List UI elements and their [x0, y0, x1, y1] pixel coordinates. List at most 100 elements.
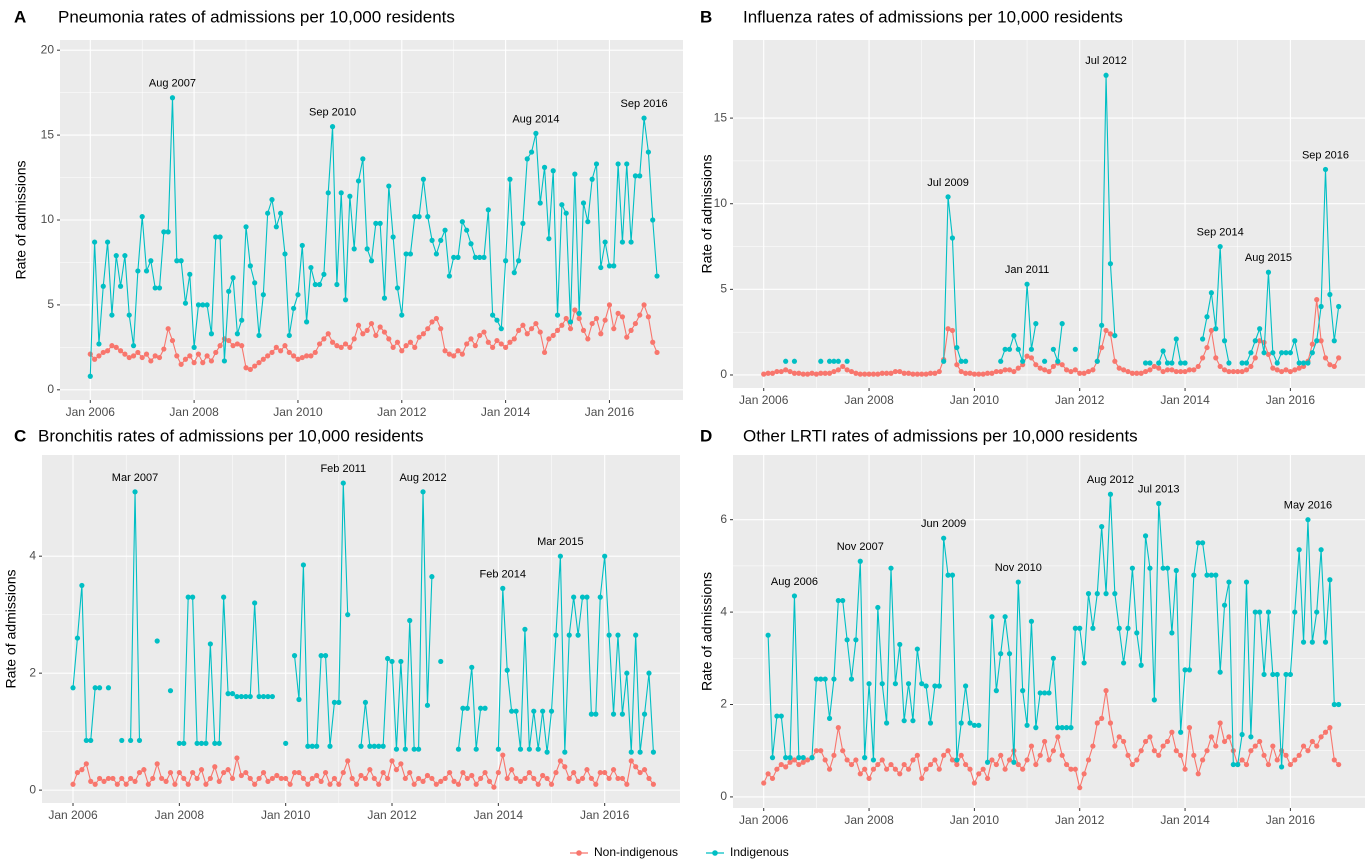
data-point — [526, 769, 532, 776]
x-tick-label: Jan 2006 — [66, 405, 116, 419]
data-point — [554, 327, 561, 333]
data-point — [256, 332, 262, 339]
data-point — [884, 720, 890, 726]
data-point — [835, 367, 841, 373]
data-point — [1116, 365, 1122, 371]
data-point — [941, 535, 947, 541]
data-point — [225, 767, 231, 773]
data-point — [221, 358, 228, 364]
data-point — [1173, 748, 1179, 754]
data-point — [1186, 367, 1193, 373]
panel-tag: C — [14, 426, 26, 445]
data-point — [954, 344, 960, 351]
data-point — [296, 769, 302, 776]
data-point — [800, 371, 806, 377]
data-point — [380, 743, 386, 749]
data-point — [353, 781, 360, 787]
data-point — [1270, 743, 1276, 749]
data-point — [1300, 639, 1307, 645]
data-point — [1028, 355, 1035, 361]
data-point — [92, 239, 98, 245]
data-point — [386, 183, 392, 189]
data-point — [117, 283, 124, 289]
data-point — [203, 781, 209, 787]
data-point — [524, 156, 530, 162]
data-point — [1200, 355, 1206, 361]
data-point — [998, 358, 1004, 364]
data-point — [1195, 363, 1201, 370]
legend-label: Non-indigenous — [594, 845, 678, 859]
annotation: Jan 2011 — [1005, 264, 1049, 276]
data-point — [126, 354, 132, 361]
data-point — [342, 341, 349, 347]
data-point — [455, 781, 462, 787]
data-point — [566, 775, 572, 782]
data-point — [520, 220, 526, 226]
data-point — [1336, 701, 1342, 708]
data-point — [624, 334, 630, 340]
data-point — [544, 749, 550, 755]
data-point — [1028, 743, 1035, 749]
data-point — [778, 761, 784, 768]
data-point — [181, 740, 187, 746]
data-point — [1112, 591, 1118, 597]
data-point — [517, 746, 524, 752]
data-point — [597, 769, 603, 776]
annotation: Jul 2009 — [927, 177, 969, 189]
data-point — [602, 553, 608, 559]
annotation: Mar 2007 — [112, 472, 158, 484]
data-point — [1103, 72, 1109, 78]
annotation: Aug 2007 — [149, 78, 196, 90]
data-point — [190, 594, 196, 600]
data-point — [338, 344, 344, 350]
data-point — [1200, 757, 1206, 763]
data-point — [1178, 368, 1184, 375]
data-point — [540, 708, 546, 714]
data-point — [1239, 757, 1245, 763]
data-point — [490, 312, 496, 318]
data-point — [509, 767, 515, 773]
data-point — [844, 358, 850, 364]
data-point — [349, 775, 355, 782]
data-point — [305, 743, 311, 749]
y-tick-label: 20 — [41, 42, 55, 56]
data-point — [403, 251, 409, 257]
data-point — [174, 258, 180, 264]
data-point — [567, 326, 574, 332]
data-point — [1121, 738, 1127, 745]
data-point — [870, 757, 877, 763]
data-point — [954, 757, 960, 763]
data-point — [967, 720, 973, 726]
data-point — [161, 229, 167, 235]
data-point — [576, 315, 582, 322]
data-point — [619, 775, 626, 782]
data-point — [373, 220, 379, 226]
x-tick-label: Jan 2008 — [155, 808, 205, 822]
data-point — [1129, 370, 1135, 376]
data-point — [494, 337, 500, 344]
data-point — [879, 681, 885, 687]
data-point — [550, 332, 556, 339]
data-point — [826, 370, 833, 376]
data-point — [535, 781, 541, 787]
data-point — [415, 775, 422, 782]
data-point — [1186, 667, 1193, 673]
data-point — [553, 769, 559, 776]
data-point — [1103, 327, 1109, 334]
x-tick-label: Jan 2012 — [367, 808, 417, 822]
data-point — [888, 761, 894, 768]
data-point — [888, 370, 894, 376]
data-point — [1279, 350, 1285, 356]
data-point — [765, 771, 771, 777]
data-point — [1046, 368, 1052, 375]
data-point — [1182, 667, 1188, 673]
data-point — [1204, 344, 1210, 351]
data-point — [145, 781, 151, 787]
data-point — [822, 757, 828, 763]
data-point — [778, 713, 784, 719]
data-point — [498, 326, 504, 332]
data-point — [624, 781, 630, 787]
data-point — [1024, 722, 1030, 728]
data-point — [390, 344, 396, 350]
data-point — [200, 360, 206, 366]
